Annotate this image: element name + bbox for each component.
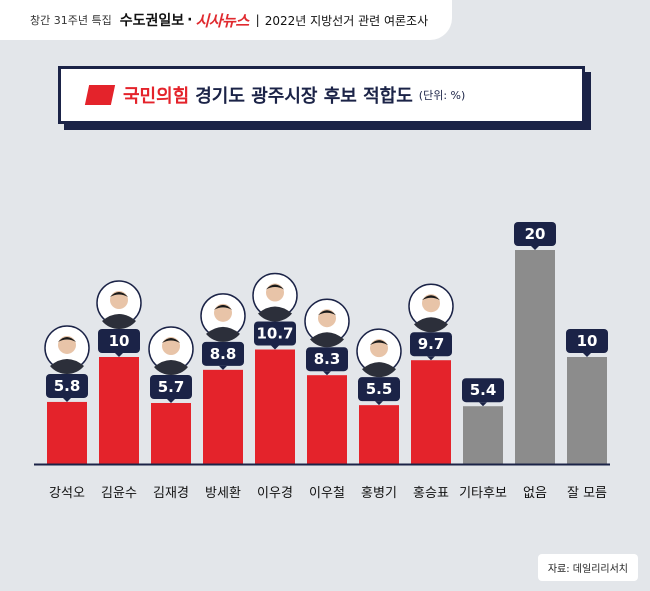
value-label: 10	[109, 332, 130, 350]
bar	[255, 349, 295, 464]
chart-title-box: 국민의힘 경기도 광주시장 후보 적합도 (단위: %)	[58, 66, 585, 124]
candidate-photo-avatar	[408, 283, 454, 333]
value-label: 10.7	[256, 325, 293, 343]
publisher-2: 시사뉴스	[195, 11, 249, 30]
value-label: 5.4	[470, 381, 497, 399]
value-label-bg	[46, 373, 88, 398]
category-label: 이우철	[309, 486, 345, 501]
value-label-pointer	[375, 401, 383, 406]
bar	[359, 405, 399, 464]
value-label: 5.5	[366, 380, 393, 398]
category-label: 방세환	[205, 486, 241, 501]
candidate-photo-avatar	[44, 325, 90, 374]
bar	[463, 406, 503, 464]
candidate-photo-avatar	[96, 280, 142, 330]
title-party: 국민의힘	[123, 86, 190, 107]
candidate-photo-avatar	[356, 328, 402, 378]
header-dot: ·	[187, 12, 193, 28]
value-label: 10	[577, 332, 598, 350]
value-label: 9.7	[418, 335, 445, 353]
value-label-pointer	[531, 246, 539, 250]
bar	[567, 357, 607, 464]
value-label-pointer	[479, 402, 487, 407]
category-label: 잘 모름	[567, 486, 607, 501]
value-label-bg	[566, 329, 608, 353]
bar	[411, 360, 451, 464]
value-label: 5.8	[54, 377, 81, 395]
publisher-1: 수도권일보	[119, 13, 185, 29]
header-special-label: 창간 31주년 특집	[30, 14, 112, 27]
value-label-pointer	[167, 399, 175, 404]
candidate-photo-avatar	[304, 298, 350, 348]
bar	[307, 375, 347, 464]
category-label: 홍승표	[413, 486, 449, 501]
category-label: 김윤수	[101, 486, 137, 501]
value-label-bg	[410, 332, 452, 357]
header-bar: 창간 31주년 특집 수도권일보 · 시사뉴스 | 2022년 지방선거 관련 …	[0, 0, 452, 40]
source-label: 자료: 데일리리서치	[537, 554, 638, 581]
candidate-photo-avatar	[200, 293, 246, 342]
value-label-pointer	[427, 356, 435, 361]
value-label-bg	[98, 329, 140, 353]
value-label-pointer	[63, 397, 71, 402]
value-label-pointer	[219, 365, 227, 370]
bar	[151, 403, 191, 464]
value-label: 20	[525, 225, 546, 243]
value-label-bg	[202, 341, 244, 366]
category-label: 기타후보	[459, 486, 507, 501]
title-text: 경기도 광주시장 후보 적합도	[195, 86, 413, 107]
category-label: 이우경	[257, 486, 293, 501]
category-label: 김재경	[153, 486, 189, 501]
value-label-pointer	[323, 371, 331, 376]
bar	[47, 401, 87, 464]
header-separator: |	[255, 13, 260, 27]
title-unit: (단위: %)	[418, 89, 466, 102]
bar	[203, 369, 243, 464]
category-label: 없음	[523, 486, 547, 501]
value-label-bg	[462, 378, 504, 403]
value-label: 8.3	[314, 350, 341, 368]
category-label: 강석오	[49, 486, 85, 501]
category-label: 홍병기	[361, 486, 397, 501]
value-label-bg	[254, 321, 296, 346]
value-label-bg	[514, 222, 556, 246]
value-label: 8.8	[210, 345, 237, 363]
survey-label: 2022년 지방선거 관련 여론조사	[264, 13, 429, 28]
bar	[99, 357, 139, 464]
value-label-bg	[358, 377, 400, 402]
bar	[515, 250, 555, 464]
value-label-pointer	[115, 353, 123, 357]
candidate-photo-avatar	[148, 326, 194, 376]
candidate-photo-avatar	[252, 272, 298, 322]
value-label-pointer	[583, 353, 591, 357]
value-label-bg	[306, 347, 348, 372]
value-label-bg	[150, 375, 192, 400]
value-label-pointer	[271, 345, 279, 350]
value-label: 5.7	[158, 378, 185, 396]
